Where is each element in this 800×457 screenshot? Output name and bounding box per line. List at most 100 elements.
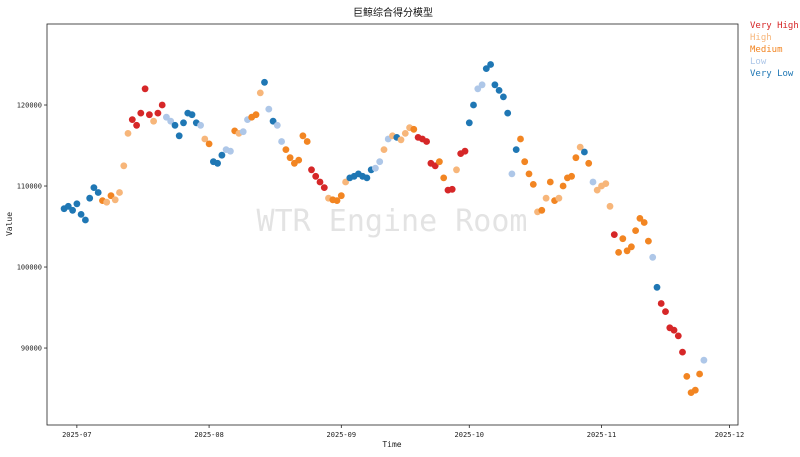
data-point-30 [188, 111, 196, 119]
x-tick-label: 2025-10 [455, 431, 485, 439]
data-point-52 [282, 146, 290, 154]
data-point-46 [256, 89, 264, 97]
watermark: WTR Engine Room [257, 204, 528, 239]
data-point-53 [286, 154, 294, 162]
data-point-17 [133, 121, 141, 129]
data-point-59 [312, 172, 320, 180]
data-point-10 [103, 198, 111, 206]
data-point-82 [410, 125, 418, 133]
x-tick-label: 2025-09 [327, 431, 357, 439]
data-point-56 [299, 132, 307, 140]
y-tick-label: 110000 [17, 183, 42, 191]
data-point-104 [504, 109, 512, 117]
data-point-103 [500, 93, 507, 101]
data-point-121 [576, 143, 584, 151]
data-point-94 [461, 147, 469, 155]
data-point-136 [640, 219, 648, 226]
data-point-66 [342, 178, 349, 186]
data-point-2 [69, 206, 76, 214]
data-point-128 [606, 202, 614, 210]
data-point-49 [269, 117, 277, 125]
data-point-64 [333, 197, 341, 205]
data-point-91 [448, 185, 456, 193]
chart-title: 巨鲸综合得分模型 [353, 6, 433, 19]
data-point-116 [555, 194, 563, 202]
data-point-20 [146, 111, 153, 119]
data-point-55 [295, 156, 303, 164]
data-point-130 [615, 249, 622, 256]
data-point-144 [674, 332, 682, 340]
data-point-105 [508, 170, 516, 178]
data-point-138 [649, 253, 657, 261]
data-point-16 [128, 116, 136, 123]
data-point-58 [308, 166, 315, 174]
data-point-97 [474, 85, 482, 93]
data-point-146 [683, 373, 691, 380]
data-point-3 [73, 200, 81, 208]
data-point-141 [662, 308, 669, 315]
data-point-47 [261, 78, 268, 86]
data-point-18 [137, 109, 145, 117]
y-axis-label: Value [5, 212, 14, 236]
data-point-88 [436, 158, 443, 166]
data-point-119 [568, 172, 575, 180]
legend-item: Low [750, 57, 767, 67]
data-point-36 [214, 159, 222, 167]
data-point-107 [517, 135, 524, 143]
data-point-22 [154, 109, 162, 117]
data-point-113 [542, 194, 550, 202]
data-point-51 [278, 138, 285, 145]
data-point-6 [86, 194, 94, 202]
data-point-135 [636, 215, 644, 222]
data-point-143 [670, 326, 678, 334]
data-point-114 [546, 178, 554, 186]
x-tick-label: 2025-08 [194, 431, 224, 439]
data-point-60 [316, 178, 324, 186]
data-point-75 [380, 146, 388, 154]
x-tick-label: 2025-11 [587, 431, 617, 439]
y-tick-label: 120000 [17, 102, 42, 110]
data-point-125 [593, 186, 601, 194]
data-point-123 [585, 159, 593, 167]
plot-frame [46, 23, 739, 426]
data-point-65 [337, 192, 345, 200]
data-point-140 [657, 300, 665, 307]
data-point-87 [431, 162, 439, 170]
data-point-127 [602, 180, 610, 188]
data-point-150 [700, 356, 708, 364]
data-point-149 [696, 370, 703, 378]
data-point-89 [440, 174, 448, 182]
data-point-26 [171, 121, 179, 129]
data-point-79 [397, 136, 405, 144]
data-point-98 [478, 81, 486, 89]
data-point-108 [521, 158, 529, 166]
y-tick-label: 90000 [21, 345, 42, 353]
data-point-102 [495, 87, 503, 94]
data-point-117 [559, 182, 567, 190]
y-tick-label: 100000 [17, 264, 42, 272]
data-point-34 [205, 140, 213, 148]
data-point-96 [470, 101, 477, 109]
data-point-134 [632, 227, 639, 235]
data-point-37 [218, 151, 226, 159]
data-point-50 [273, 121, 281, 129]
data-point-99 [482, 65, 490, 72]
data-point-106 [512, 146, 520, 154]
data-point-19 [141, 85, 149, 93]
data-point-15 [124, 130, 132, 137]
data-point-110 [529, 181, 537, 188]
data-point-145 [679, 348, 686, 356]
data-point-124 [589, 178, 597, 186]
data-point-100 [487, 61, 494, 68]
data-point-24 [163, 113, 170, 121]
legend: Very High High Medium Low Very Low [750, 21, 799, 79]
legend-item: Very High [750, 21, 799, 31]
x-tick-label: 2025-12 [715, 431, 745, 439]
data-point-132 [623, 247, 631, 255]
data-point-48 [265, 105, 273, 113]
data-point-21 [150, 117, 158, 125]
data-point-148 [691, 386, 699, 394]
data-point-1 [64, 202, 72, 210]
data-point-71 [363, 174, 371, 182]
